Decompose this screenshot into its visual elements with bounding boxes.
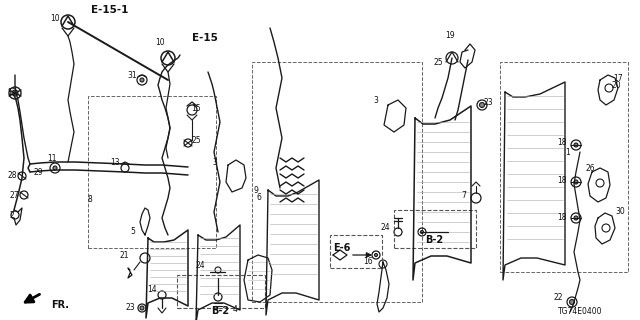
Text: 27: 27 (9, 191, 19, 201)
Text: 21: 21 (119, 251, 129, 260)
Bar (88, 96, 216, 248)
Bar (177, 275, 265, 308)
Text: FR.: FR. (51, 300, 69, 310)
Text: 2: 2 (10, 211, 14, 220)
Text: 26: 26 (585, 164, 595, 172)
Text: TG74E0400: TG74E0400 (557, 308, 602, 316)
Text: 8: 8 (88, 196, 92, 204)
Text: 18: 18 (557, 138, 567, 147)
Text: 19: 19 (445, 30, 455, 39)
Circle shape (420, 230, 424, 234)
Text: 20: 20 (611, 81, 621, 90)
Text: 3: 3 (212, 157, 218, 166)
Text: 1: 1 (566, 148, 570, 156)
Bar (252, 62, 422, 302)
Text: 11: 11 (47, 154, 57, 163)
Circle shape (140, 78, 144, 82)
Text: 28: 28 (7, 171, 17, 180)
Text: 9: 9 (253, 186, 259, 195)
Circle shape (570, 300, 575, 305)
Circle shape (12, 90, 18, 96)
Circle shape (374, 253, 378, 257)
Text: 14: 14 (147, 285, 157, 294)
Text: 15: 15 (191, 103, 201, 113)
Text: 12: 12 (7, 87, 17, 97)
Text: 22: 22 (553, 293, 563, 302)
Text: 17: 17 (613, 74, 623, 83)
Text: E-15: E-15 (192, 33, 218, 43)
Text: 10: 10 (50, 13, 60, 22)
Text: 7: 7 (461, 191, 467, 201)
Text: 5: 5 (131, 228, 136, 236)
Text: 23: 23 (483, 98, 493, 107)
Bar (330, 235, 382, 268)
Text: 18: 18 (557, 213, 567, 222)
Text: B-2: B-2 (211, 306, 229, 316)
Text: 25: 25 (433, 58, 443, 67)
Text: 18: 18 (557, 175, 567, 185)
Bar (500, 62, 628, 272)
Text: 6: 6 (257, 194, 261, 203)
Text: 31: 31 (127, 70, 137, 79)
Text: 30: 30 (615, 207, 625, 217)
Text: 25: 25 (191, 135, 201, 145)
Bar (394, 210, 476, 248)
Text: 4: 4 (232, 306, 237, 315)
Text: 3: 3 (374, 95, 378, 105)
Circle shape (53, 166, 57, 170)
Text: 24: 24 (195, 261, 205, 270)
Text: E-6: E-6 (333, 243, 351, 253)
Text: 13: 13 (110, 157, 120, 166)
Circle shape (479, 102, 484, 108)
Circle shape (140, 306, 144, 310)
Text: 10: 10 (155, 37, 165, 46)
Circle shape (574, 143, 578, 147)
Text: 24: 24 (380, 223, 390, 233)
Circle shape (574, 216, 578, 220)
Text: 23: 23 (125, 303, 135, 313)
Text: 16: 16 (363, 258, 373, 267)
Circle shape (574, 180, 578, 184)
Text: E-15-1: E-15-1 (92, 5, 129, 15)
Text: 29: 29 (33, 167, 43, 177)
Text: B-2: B-2 (425, 235, 443, 245)
